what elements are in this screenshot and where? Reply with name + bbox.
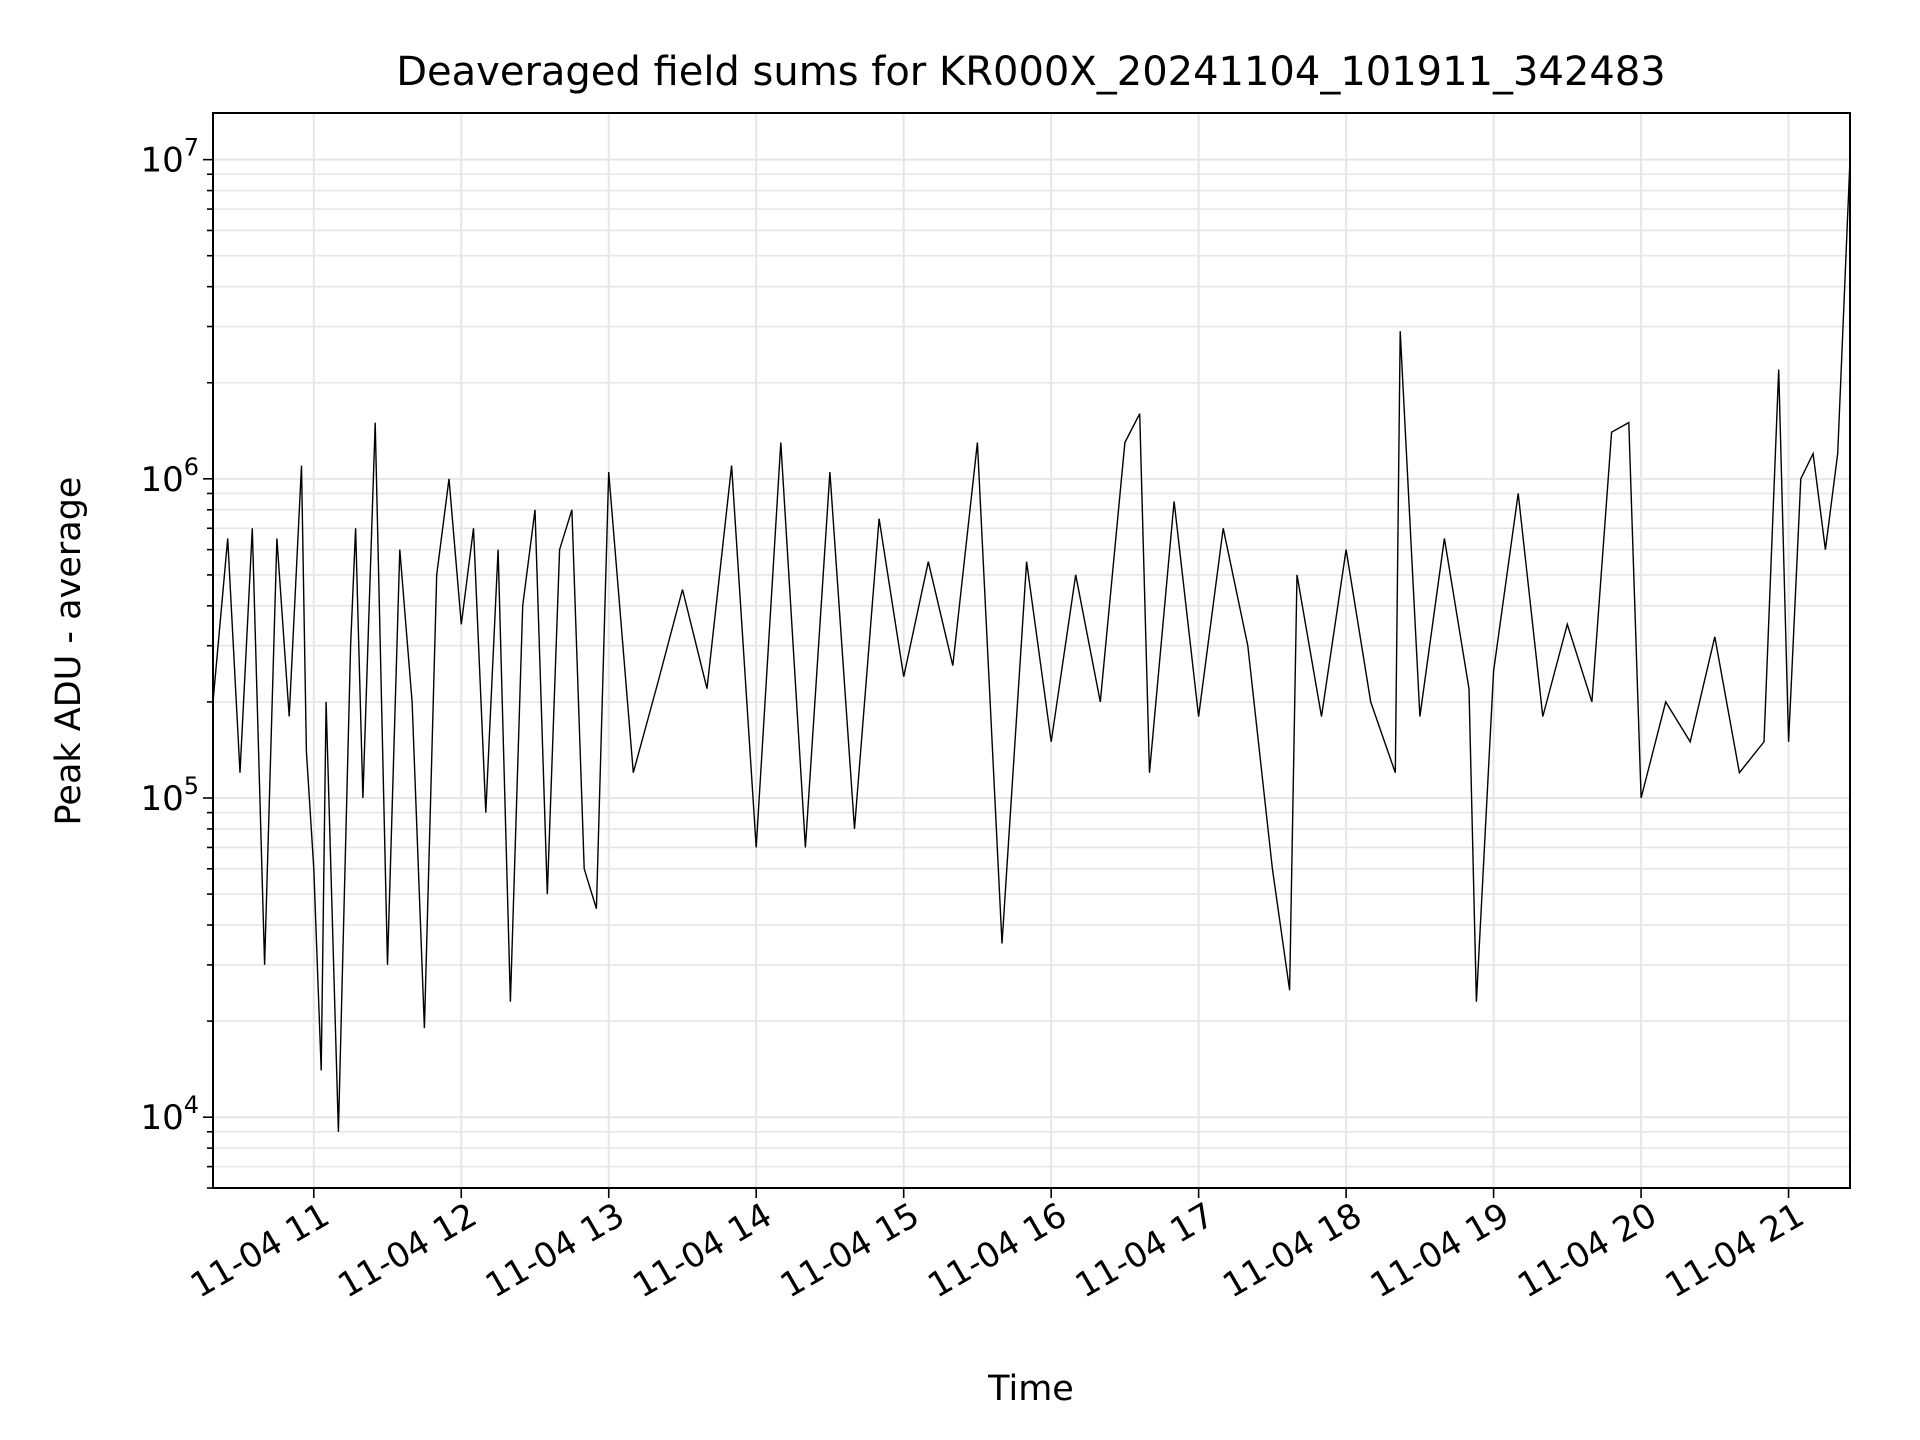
series-line [212, 159, 1851, 1132]
x-axis-label: Time [987, 1369, 1074, 1409]
y-tick-label: 106 [140, 453, 199, 500]
y-axis-ticks: 104 105 106 107 [140, 134, 213, 1189]
series-layer [212, 159, 1851, 1132]
chart-title: Deaveraged field sums for KR000X_2024110… [396, 49, 1665, 95]
plot-frame [212, 112, 1851, 1189]
grid [213, 113, 1850, 1189]
y-tick-label: 104 [140, 1091, 199, 1138]
y-tick-label: 105 [140, 772, 199, 819]
y-tick-label: 107 [140, 134, 199, 181]
y-axis-label: Peak ADU - average [49, 477, 89, 826]
